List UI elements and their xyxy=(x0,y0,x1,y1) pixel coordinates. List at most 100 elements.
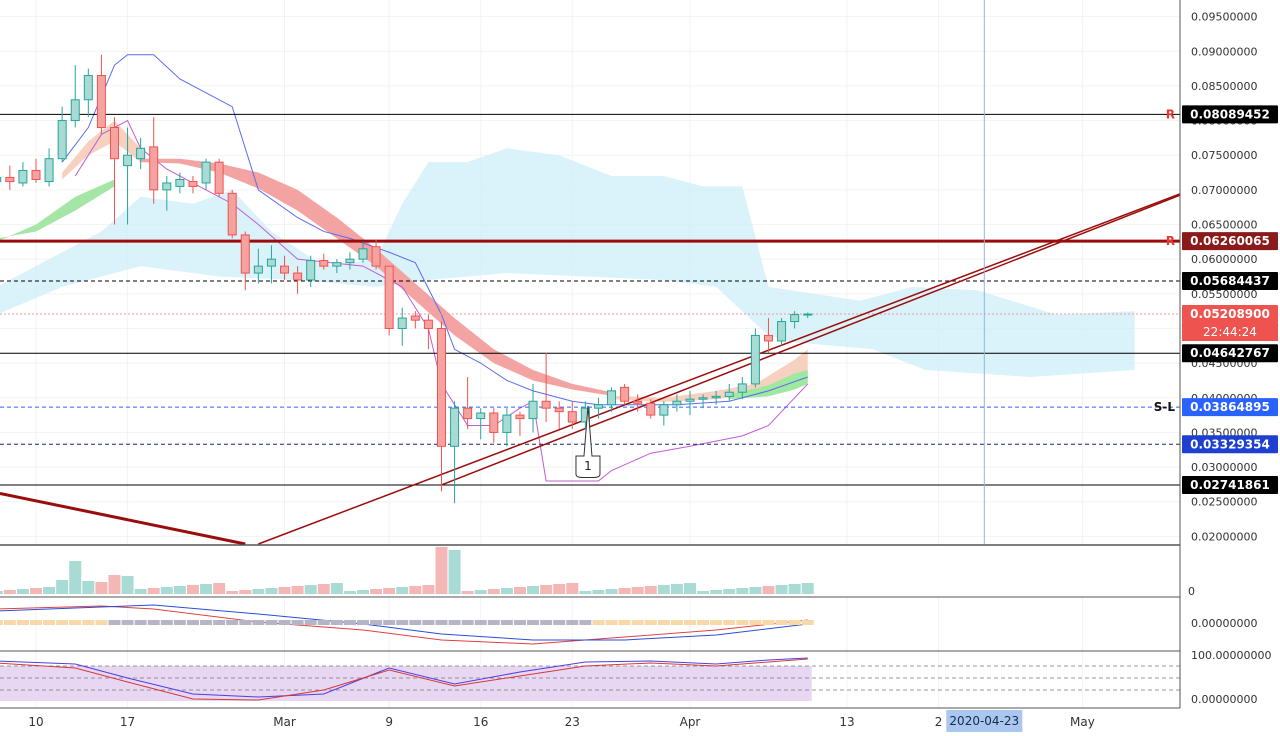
volume-bar xyxy=(291,586,304,594)
time-tick-label: 10 xyxy=(28,715,43,729)
volume-bar xyxy=(775,585,788,594)
volume-bar xyxy=(278,587,291,594)
macd-hist-bar xyxy=(121,620,134,625)
ma-ribbons xyxy=(0,120,808,402)
macd-hist-bar xyxy=(540,620,553,625)
falling-trendline xyxy=(0,491,246,546)
candle-body xyxy=(750,334,760,385)
candlestick-series xyxy=(0,54,813,504)
rsi-band xyxy=(0,666,812,701)
volume-bar xyxy=(527,586,540,594)
rising-trendline-lower xyxy=(258,155,1280,545)
candle-body xyxy=(790,314,800,323)
price-label: 0.05684437 xyxy=(1190,274,1270,288)
time-axis[interactable]: 10 17 Mar 9 16 23 Apr 13 2 May 2020-04-23 xyxy=(0,709,1280,736)
pane-tick-label: 0.00000000 xyxy=(1191,693,1257,706)
candle-body xyxy=(502,414,512,433)
volume-bar xyxy=(618,588,631,594)
volume-bar xyxy=(723,589,736,594)
rsi-line xyxy=(0,657,808,698)
volume-bar xyxy=(540,585,553,594)
macd-hist-bar xyxy=(801,620,814,625)
price-label-box xyxy=(1182,435,1278,454)
countdown-label: 22:44:24 xyxy=(1203,325,1257,339)
macd-hist-bar xyxy=(173,620,186,625)
price-tick-label: 0.02000000 xyxy=(1191,530,1257,543)
level-marker: S-L xyxy=(1154,400,1176,414)
candle-body xyxy=(659,404,669,416)
green-ribbon-left xyxy=(0,179,115,241)
price-label: 0.06260065 xyxy=(1190,234,1270,248)
macd-hist-bar xyxy=(226,620,239,625)
price-label: 0.08089452 xyxy=(1190,107,1270,121)
rsi-signal-line xyxy=(0,658,808,701)
volume-bar xyxy=(566,583,579,594)
candle-body xyxy=(149,146,159,191)
candle-body xyxy=(266,258,276,267)
candle-body xyxy=(593,404,603,409)
candle-body xyxy=(70,99,80,122)
macd-hist-bar xyxy=(95,620,108,625)
macd-hist-bar xyxy=(383,620,396,625)
macd-hist-bar xyxy=(618,620,631,625)
price-label: 0.03329354 xyxy=(1190,437,1270,451)
candle-body xyxy=(436,327,446,447)
candle-body xyxy=(306,260,316,281)
volume-bar xyxy=(330,583,343,594)
macd-hist-bar xyxy=(527,620,540,625)
countdown-box xyxy=(1182,323,1278,342)
volume-bar xyxy=(592,590,605,594)
candle-body xyxy=(620,386,630,402)
volume-bar xyxy=(422,585,435,594)
volume-bar xyxy=(513,587,526,594)
macd-hist-bar xyxy=(461,620,474,625)
macd-hist-bar xyxy=(317,620,330,625)
candle-body xyxy=(345,258,355,264)
macd-hist-bar xyxy=(566,620,579,625)
candle-body xyxy=(737,383,747,393)
volume-bar xyxy=(56,580,69,594)
macd-hist-bar xyxy=(265,620,278,625)
volume-bar xyxy=(644,586,657,594)
cloud-area xyxy=(0,148,1135,377)
time-tick-label: 16 xyxy=(473,715,488,729)
candle-body xyxy=(201,161,211,184)
macd-hist-bar xyxy=(762,620,775,625)
price-label-box xyxy=(1182,398,1278,417)
time-tick-label: 13 xyxy=(839,715,854,729)
macd-hist-bar xyxy=(108,620,121,625)
macd-hist-bar xyxy=(239,620,252,625)
volume-bar xyxy=(553,584,566,594)
price-label-box xyxy=(1182,272,1278,291)
macd-hist-bar xyxy=(513,620,526,625)
time-axis-bg xyxy=(0,709,1280,736)
volume-bar xyxy=(461,591,474,594)
candle-body xyxy=(515,414,525,420)
macd-hist-bar xyxy=(357,620,369,625)
macd-hist-bar xyxy=(553,620,566,625)
candle-body xyxy=(698,397,708,400)
price-tick-label: 0.02500000 xyxy=(1191,496,1257,509)
candle-body xyxy=(463,407,473,420)
volume-bar xyxy=(3,590,16,594)
macd-hist-bar xyxy=(631,620,644,625)
macd-hist-bar xyxy=(723,620,736,625)
macd-hist-bar xyxy=(788,620,801,625)
price-label-box xyxy=(1182,475,1278,494)
macd-hist-bar xyxy=(343,620,356,625)
candle-body xyxy=(57,120,67,160)
candle-body xyxy=(253,265,263,274)
candle-body xyxy=(633,400,643,404)
price-axis[interactable]: 0.095000000.090000000.085000000.08000000… xyxy=(1179,0,1280,736)
time-tick-label: 2 xyxy=(935,715,943,729)
volume-bar xyxy=(749,587,762,594)
macd-hist-bar xyxy=(644,620,657,625)
volume-bar xyxy=(343,591,356,594)
candle-body xyxy=(332,262,342,267)
volume-bar xyxy=(605,589,618,594)
candle-body xyxy=(541,400,551,409)
volume-bar xyxy=(684,583,696,594)
volume-bar xyxy=(200,584,213,594)
volume-bar xyxy=(82,581,95,594)
